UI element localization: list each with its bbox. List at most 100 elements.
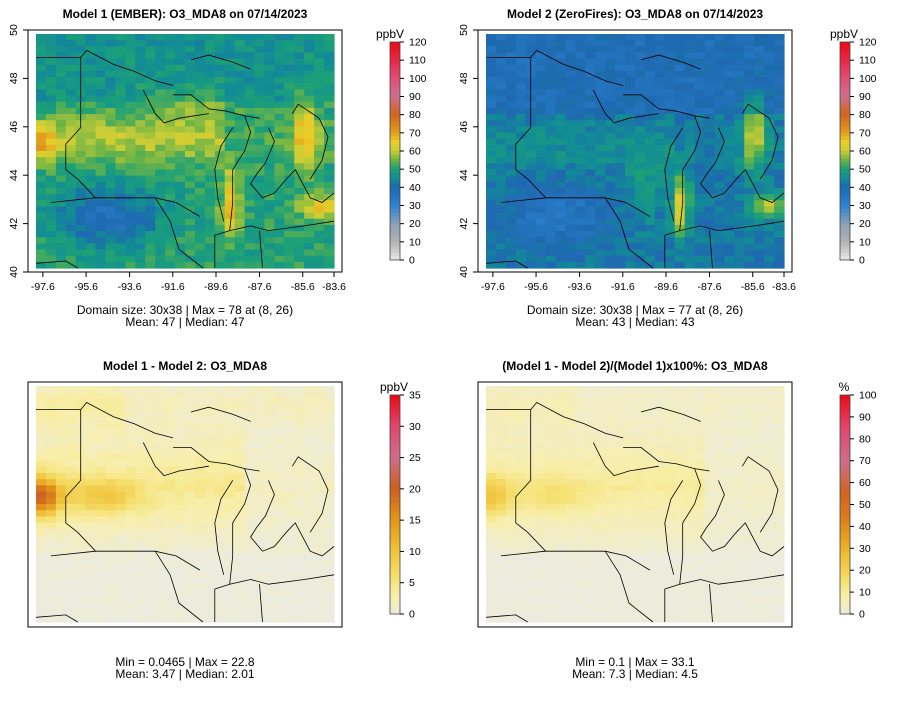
heatmap-cell xyxy=(515,144,527,152)
heatmap-cell xyxy=(314,169,325,177)
heatmap-cell xyxy=(145,528,156,536)
heatmap-cell xyxy=(734,386,745,393)
colorbar-swatch xyxy=(840,96,850,101)
heatmap-cell xyxy=(605,70,616,78)
heatmap-cell xyxy=(625,491,636,499)
heatmap-cell xyxy=(155,404,166,412)
heatmap-cell xyxy=(75,132,87,140)
heatmap-cell xyxy=(764,510,775,518)
heatmap-cell xyxy=(585,151,596,158)
heatmap-cell xyxy=(204,58,216,66)
heatmap-cell xyxy=(615,126,626,134)
heatmap-cell xyxy=(294,83,305,91)
heatmap-cell xyxy=(175,553,186,561)
colorbar-swatch xyxy=(390,438,400,443)
heatmap-cell xyxy=(244,107,256,115)
heatmap-cell xyxy=(595,485,606,493)
heatmap-cell xyxy=(565,151,576,158)
heatmap-cell xyxy=(744,398,755,406)
heatmap-cell xyxy=(85,89,97,97)
heatmap-cell xyxy=(234,107,246,115)
colorbar-swatch xyxy=(840,424,850,429)
heatmap-cell xyxy=(65,70,77,78)
heatmap-cell xyxy=(644,386,656,393)
heatmap-cell xyxy=(515,404,527,412)
heatmap-cell xyxy=(505,107,517,115)
heatmap-cell xyxy=(194,454,206,462)
heatmap-cell xyxy=(65,249,77,257)
heatmap-cell xyxy=(244,46,256,54)
heatmap-cell xyxy=(234,163,246,171)
heatmap-cell xyxy=(324,398,335,406)
heatmap-cell xyxy=(284,200,295,208)
heatmap-cell xyxy=(304,584,315,592)
heatmap-cell xyxy=(664,566,676,573)
heatmap-cell xyxy=(545,212,557,220)
heatmap-cell xyxy=(694,572,706,580)
heatmap-cell xyxy=(125,584,136,592)
heatmap-cell xyxy=(234,120,246,127)
heatmap-cell xyxy=(244,466,256,474)
heatmap-cell xyxy=(135,40,146,47)
heatmap-cell xyxy=(555,466,567,474)
heatmap-cell xyxy=(615,559,626,567)
heatmap-cell xyxy=(294,181,305,189)
heatmap-cell xyxy=(244,206,256,214)
heatmap-cell xyxy=(664,559,676,567)
heatmap-cell xyxy=(85,460,97,468)
colorbar-tick-label: 35 xyxy=(409,390,421,402)
heatmap-cell xyxy=(674,181,686,189)
heatmap-cell xyxy=(214,392,226,400)
heatmap-cell xyxy=(85,249,97,257)
heatmap-cell xyxy=(125,466,136,474)
heatmap-cell xyxy=(585,169,596,177)
heatmap-cell xyxy=(324,132,335,140)
heatmap-cell xyxy=(85,261,97,269)
heatmap-cell xyxy=(175,603,186,611)
heatmap-cell xyxy=(704,206,716,214)
heatmap-cell xyxy=(595,64,606,72)
heatmap-cell xyxy=(254,590,266,598)
heatmap-cell xyxy=(674,460,686,468)
heatmap-cell xyxy=(714,34,725,41)
heatmap-cell xyxy=(694,454,706,462)
heatmap-cell xyxy=(36,417,47,424)
heatmap-cell xyxy=(185,243,196,251)
colorbar-swatch xyxy=(840,398,850,403)
colorbar-swatch xyxy=(390,522,400,527)
heatmap-cell xyxy=(714,547,725,555)
heatmap-cell xyxy=(234,175,246,183)
colorbar-swatch xyxy=(390,555,400,560)
heatmap-cell xyxy=(744,448,755,455)
heatmap-cell xyxy=(224,497,236,505)
heatmap-cell xyxy=(234,46,246,54)
heatmap-cell xyxy=(165,603,176,611)
heatmap-cell xyxy=(185,466,196,474)
heatmap-cell xyxy=(515,547,527,555)
heatmap-cell xyxy=(75,157,87,164)
heatmap-cell xyxy=(165,559,176,567)
heatmap-cell xyxy=(85,547,97,555)
heatmap-cell xyxy=(294,578,305,586)
heatmap-cell xyxy=(45,163,57,171)
heatmap-cell xyxy=(65,609,77,617)
heatmap-cell xyxy=(304,231,315,238)
heatmap-cell xyxy=(314,175,325,183)
heatmap-cell xyxy=(764,410,775,418)
heatmap-cell xyxy=(185,58,196,66)
heatmap-cell xyxy=(495,435,507,443)
heatmap-cell xyxy=(294,479,305,486)
heatmap-cell xyxy=(495,441,507,449)
heatmap-cell xyxy=(486,101,497,109)
heatmap-cell xyxy=(724,126,735,134)
heatmap-cell xyxy=(605,584,616,592)
heatmap-cell xyxy=(224,187,236,195)
heatmap-cell xyxy=(294,132,305,140)
heatmap-cell xyxy=(55,398,67,406)
heatmap-cell xyxy=(105,261,117,269)
heatmap-cell xyxy=(625,52,636,60)
heatmap-cell xyxy=(585,597,596,604)
heatmap-cell xyxy=(764,144,775,152)
heatmap-cell xyxy=(105,541,117,549)
heatmap-cell xyxy=(194,597,206,604)
